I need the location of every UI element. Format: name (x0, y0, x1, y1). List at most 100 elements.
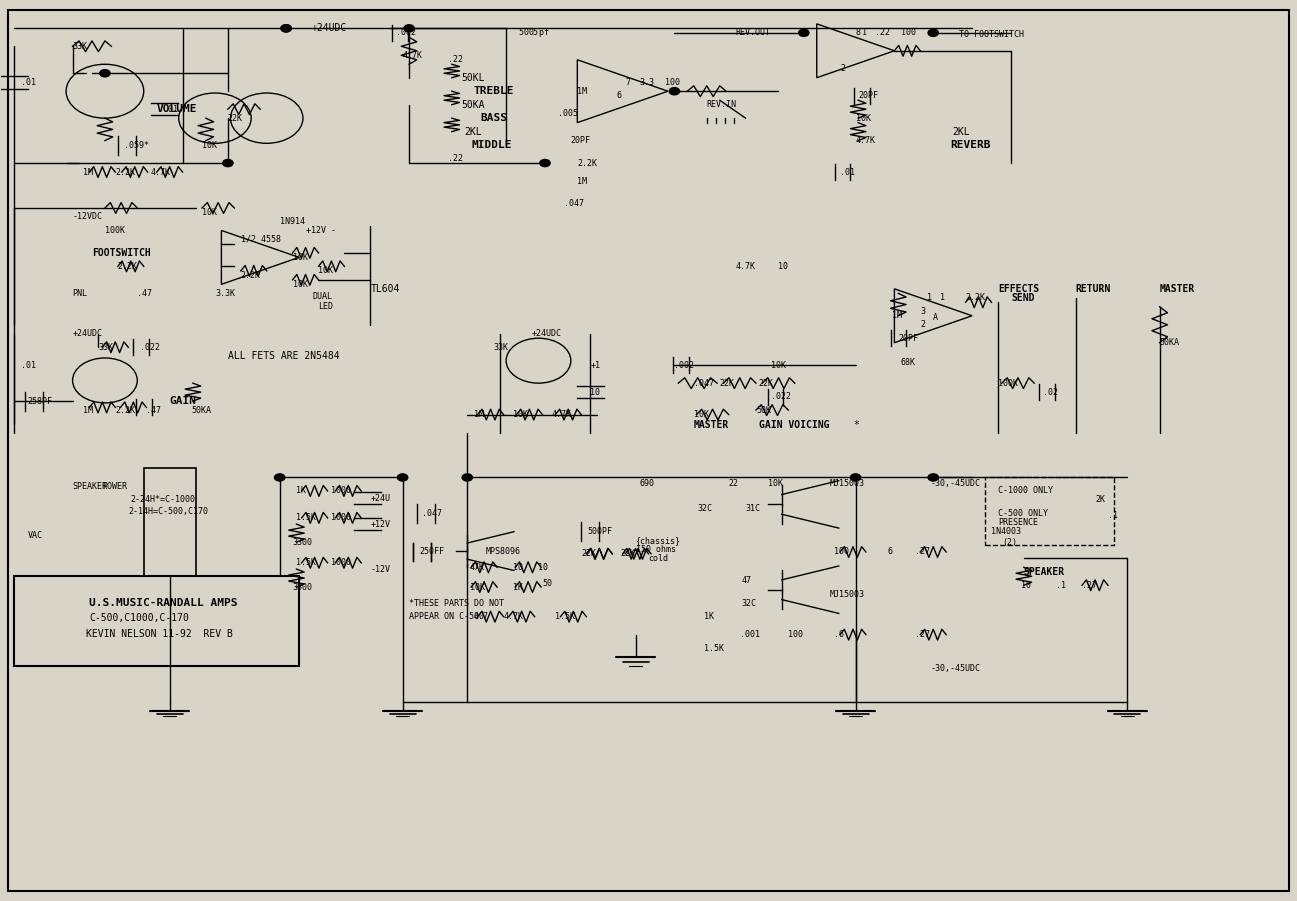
Text: REV.IN: REV.IN (707, 100, 737, 109)
Text: .022: .022 (772, 392, 791, 401)
Text: +12V -: +12V - (306, 226, 336, 235)
Text: 6: 6 (616, 91, 621, 100)
Text: .002: .002 (674, 360, 694, 369)
Text: POWER: POWER (102, 482, 127, 491)
Text: 10K: 10K (694, 410, 708, 419)
Text: 10K: 10K (772, 360, 786, 369)
Text: KEVIN NELSON 11-92  REV B: KEVIN NELSON 11-92 REV B (86, 629, 232, 639)
Text: 2KL: 2KL (952, 127, 970, 137)
Text: APPEAR ON C-500: APPEAR ON C-500 (409, 612, 484, 621)
Circle shape (929, 29, 939, 36)
Text: BASS: BASS (480, 114, 507, 123)
Text: MJ15003: MJ15003 (830, 590, 865, 599)
Text: 100: 100 (834, 548, 848, 557)
Text: 4.7K: 4.7K (402, 50, 423, 59)
Text: 1: 1 (927, 294, 931, 303)
Text: .27: .27 (1082, 581, 1097, 590)
Text: 8: 8 (856, 28, 861, 37)
Text: 1N914: 1N914 (280, 217, 305, 226)
Text: C-500,C1000,C-170: C-500,C1000,C-170 (89, 614, 189, 623)
Text: 32C: 32C (698, 505, 712, 514)
Text: .27: .27 (916, 630, 930, 639)
Text: SPEAKER: SPEAKER (73, 482, 108, 491)
Text: .01: .01 (840, 168, 855, 177)
Text: 33K: 33K (73, 41, 88, 50)
Text: 33K: 33K (99, 342, 113, 351)
Text: *THESE PARTS DO NOT: *THESE PARTS DO NOT (409, 598, 505, 607)
Text: 500 pf: 500 pf (519, 28, 549, 37)
Circle shape (100, 69, 110, 77)
Text: 250FF: 250FF (419, 548, 445, 557)
Text: .047: .047 (564, 199, 585, 208)
Text: -12VDC: -12VDC (73, 213, 102, 222)
Text: 10K: 10K (856, 114, 870, 123)
Text: 3300: 3300 (293, 583, 313, 592)
Text: 1M: 1M (83, 405, 93, 414)
Text: SPEAKER: SPEAKER (1023, 567, 1065, 577)
Text: RETURN: RETURN (1075, 284, 1110, 294)
Text: 50KA: 50KA (192, 405, 211, 414)
Text: MASTER: MASTER (1160, 284, 1195, 294)
Bar (144, 469, 196, 577)
Text: .6: .6 (834, 630, 843, 639)
Text: 4.7K: 4.7K (735, 262, 755, 271)
Text: 2: 2 (840, 64, 846, 73)
Text: 2.2K: 2.2K (241, 271, 261, 280)
Text: 100K: 100K (105, 226, 125, 235)
Text: 22K: 22K (720, 378, 734, 387)
Text: 1000: 1000 (332, 514, 351, 523)
Text: .47: .47 (147, 405, 161, 414)
Text: 33K: 33K (493, 342, 508, 351)
Text: 1K: 1K (512, 583, 523, 592)
Text: GAIN VOICING: GAIN VOICING (759, 421, 829, 431)
Text: .047: .047 (694, 378, 713, 387)
Text: VAC: VAC (27, 532, 43, 541)
Text: GAIN: GAIN (170, 396, 197, 406)
Text: 1M: 1M (83, 168, 93, 177)
Text: -30,-45UDC: -30,-45UDC (931, 664, 981, 673)
Text: 22K: 22K (620, 550, 636, 559)
Text: VOLUME: VOLUME (157, 105, 197, 114)
Text: 1M: 1M (892, 311, 901, 320)
Text: 1.5K: 1.5K (704, 643, 724, 652)
Text: EFFECTS: EFFECTS (997, 284, 1039, 294)
Text: (2): (2) (1001, 538, 1017, 547)
Text: +1: +1 (590, 360, 601, 369)
Text: 50KL: 50KL (460, 73, 484, 83)
Text: 1M: 1M (577, 86, 588, 96)
Text: 100: 100 (789, 630, 803, 639)
Text: 10: 10 (778, 262, 787, 271)
Text: 1000: 1000 (332, 487, 351, 496)
Text: 4.7K: 4.7K (150, 168, 170, 177)
Text: .22: .22 (447, 55, 463, 64)
Text: 47: 47 (742, 577, 752, 586)
Text: .022: .022 (140, 342, 160, 351)
Text: MPS8096: MPS8096 (485, 547, 520, 556)
Text: 4.7K: 4.7K (503, 612, 524, 621)
Text: +24UDC: +24UDC (73, 329, 102, 338)
Text: +24UDC: +24UDC (313, 23, 348, 33)
Text: 2K: 2K (1095, 496, 1105, 505)
Text: 1: 1 (863, 28, 868, 37)
Text: 22K: 22K (228, 114, 243, 123)
Text: 2.2K: 2.2K (965, 294, 986, 303)
Text: 7: 7 (625, 77, 630, 86)
Text: 3.3: 3.3 (639, 77, 655, 86)
Text: MIDDLE: MIDDLE (471, 140, 512, 150)
Text: PRESENCE: PRESENCE (997, 518, 1038, 527)
Text: +12V: +12V (370, 520, 390, 529)
Text: 100K: 100K (997, 378, 1018, 387)
Text: *: * (853, 421, 859, 431)
Text: .22: .22 (875, 28, 890, 37)
Text: 50K: 50K (756, 405, 770, 414)
Text: 258PF: 258PF (27, 396, 52, 405)
Text: 50: 50 (542, 579, 553, 588)
Text: REVERB: REVERB (951, 140, 991, 150)
Circle shape (275, 474, 285, 481)
Text: DUAL: DUAL (313, 292, 332, 301)
Text: 2: 2 (921, 320, 925, 329)
Text: 10K: 10K (470, 583, 485, 592)
Text: 2-14H=C-500,C170: 2-14H=C-500,C170 (128, 507, 209, 516)
Text: 10K: 10K (319, 267, 333, 276)
Text: 3.3K: 3.3K (215, 289, 235, 298)
